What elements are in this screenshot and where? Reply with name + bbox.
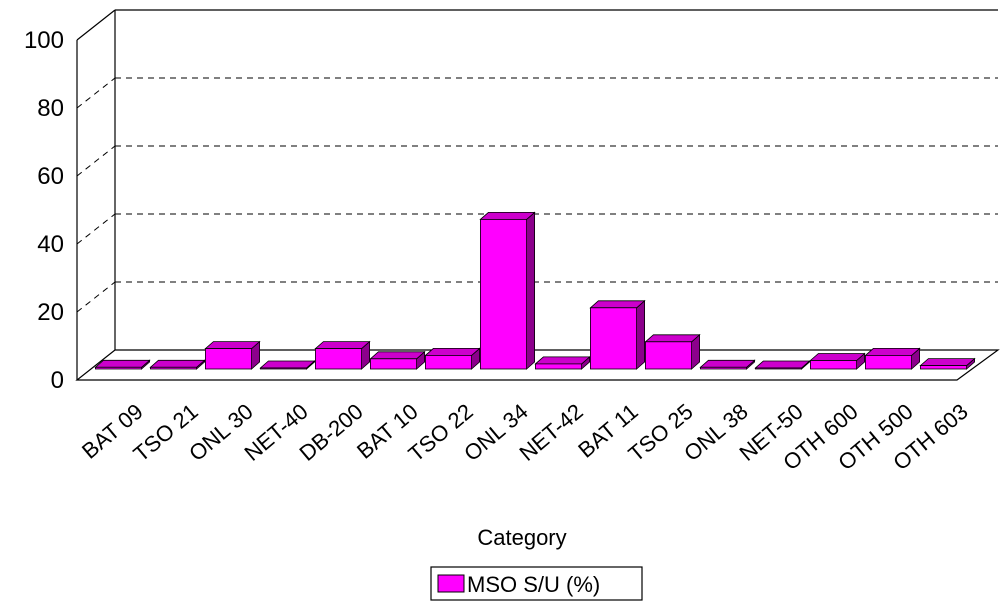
bar [919,357,976,370]
bar-front-face [204,348,252,370]
bar-top-face [919,358,976,367]
bar [204,340,261,370]
gridlines [76,77,998,313]
bar-front-face [535,363,583,370]
bar-front-face [865,354,913,370]
bar-front-face [259,367,307,370]
bar [699,359,756,370]
gridline-side [76,213,116,245]
bar-top-face [644,334,701,343]
bar-top-face [479,211,536,220]
bar-front-face [479,218,527,370]
x-axis-title: Category [477,525,566,550]
bar-front-face [755,367,803,370]
bar-front-face [369,358,417,370]
bar-front-face [590,307,638,370]
y-tick-label: 100 [24,27,64,54]
bar-front-face [700,366,748,370]
y-tick-label: 80 [37,95,64,122]
bar [754,360,811,370]
y-axis-ticks: 0 20 40 60 80 100 [24,27,64,394]
bar-top-face [204,341,261,350]
gridline-side [76,77,116,109]
x-tick-label: NET-42 [515,399,588,466]
y-tick-label: 0 [51,367,64,394]
side-wall-top-edge [76,9,116,41]
bar-top-face [589,300,646,309]
bar [589,299,646,370]
bar [369,350,426,370]
bar-top-face [314,341,371,350]
bar-top-face [809,353,866,361]
y-tick-label: 40 [37,231,64,258]
bar-top-face [699,359,756,368]
bar-front-face [95,366,143,370]
bars [94,211,976,370]
bar-top-face [94,359,151,368]
bar-side-face [636,299,645,370]
y-tick-label: 20 [37,299,64,326]
bar-top-face [424,347,481,356]
legend-swatch [437,574,465,593]
bar [424,347,481,370]
bar [534,356,591,370]
bar-front-face [645,341,693,370]
bar-front-face [424,354,472,370]
legend: MSO S/U (%) [430,566,643,601]
bar [864,347,921,370]
bar-top-face [259,360,316,369]
legend-box [430,566,643,601]
bar [314,340,371,370]
bar [644,333,701,370]
bar-front-face [149,366,197,370]
bar [149,359,206,370]
bar [94,359,151,370]
bar-top-face [369,351,426,360]
gridline-side [76,281,116,313]
bar-front-face [810,360,858,370]
y-tick-label: 60 [37,163,64,190]
bar [479,211,536,370]
bar [809,352,866,370]
bar [259,360,316,370]
gridline-side [76,145,116,177]
bar-front-face [920,365,968,370]
x-tick-label: DB-200 [295,399,368,466]
bar-top-face [754,360,811,369]
bar-front-face [314,348,362,370]
bar-top-face [149,359,206,368]
legend-label: MSO S/U (%) [467,572,600,597]
bar-top-face [864,347,921,356]
chart-walls [76,9,998,380]
bar-side-face [526,211,535,370]
bar-top-face [534,356,591,365]
